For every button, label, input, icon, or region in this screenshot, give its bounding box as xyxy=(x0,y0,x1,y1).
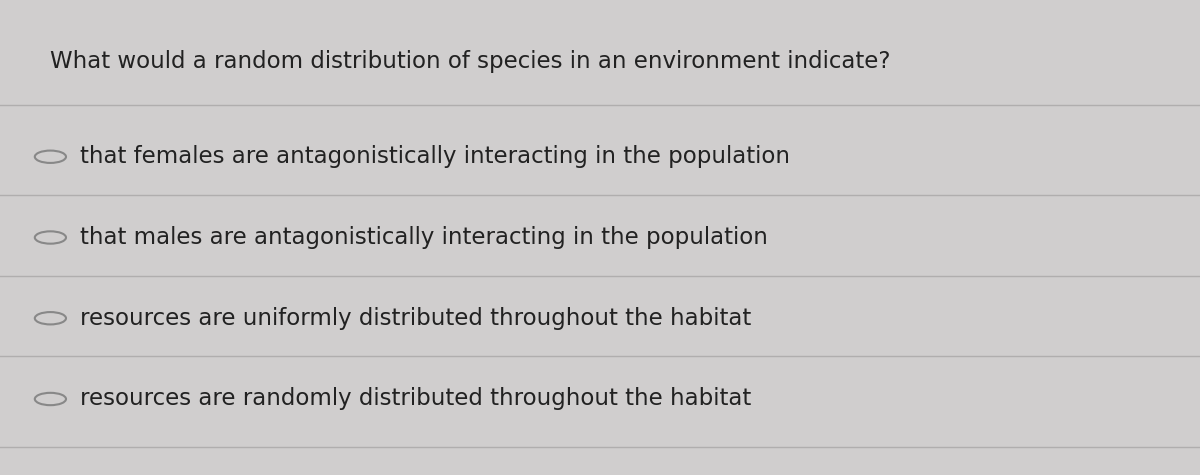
Text: What would a random distribution of species in an environment indicate?: What would a random distribution of spec… xyxy=(50,50,890,73)
Text: that males are antagonistically interacting in the population: that males are antagonistically interact… xyxy=(80,226,768,249)
Text: resources are randomly distributed throughout the habitat: resources are randomly distributed throu… xyxy=(80,388,751,410)
Text: resources are uniformly distributed throughout the habitat: resources are uniformly distributed thro… xyxy=(80,307,751,330)
Text: that females are antagonistically interacting in the population: that females are antagonistically intera… xyxy=(80,145,791,168)
